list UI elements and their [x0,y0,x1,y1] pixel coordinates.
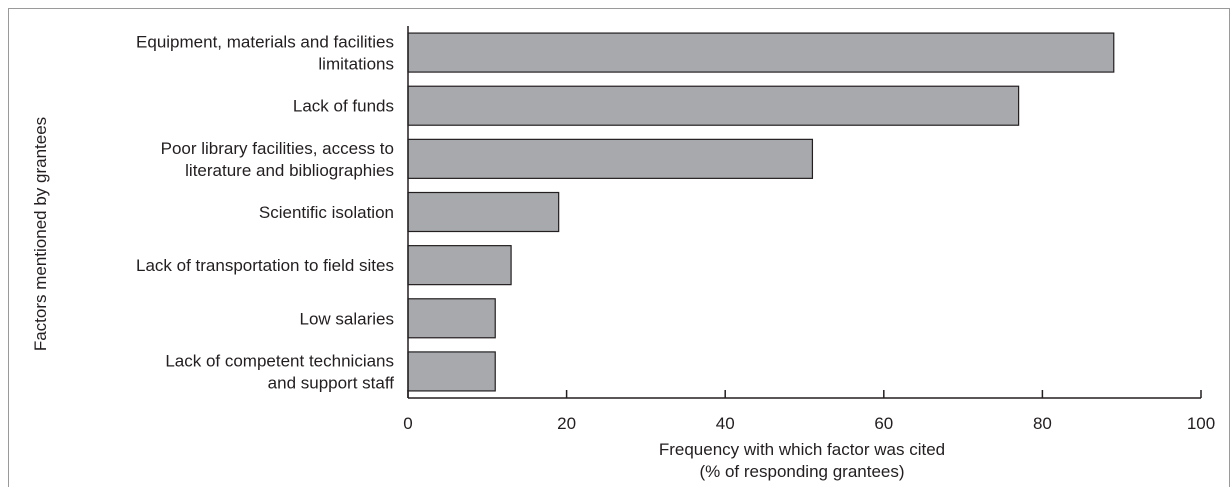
bar-5 [407,245,512,286]
category-label-6: Low salaries [300,309,395,328]
category-label-7: Lack of competent technicians and support… [165,351,394,392]
category-label-2: Lack of funds [293,97,394,116]
y-axis-title: Factors mentioned by grantees [31,117,50,351]
category-label-5: Lack of transportation to field sites [136,256,394,275]
x-tick-label-80: 80 [1033,414,1052,433]
bar-1 [407,32,1115,73]
x-tick-label-100: 100 [1187,414,1215,433]
bar-4 [407,191,560,233]
x-tick-label-40: 40 [716,414,735,433]
x-axis-title: Frequency with which factor was cited (% … [659,440,945,481]
bar-3 [407,138,814,179]
x-axis-ticks: 0 20 40 60 80 100 [403,390,1215,433]
x-tick-label-20: 20 [557,414,576,433]
category-label-3: Poor library facilities, access to litera… [161,139,394,180]
x-tick-label-60: 60 [874,414,893,433]
x-tick-label-0: 0 [403,414,412,433]
bars-layer [407,32,1115,392]
chart-frame [8,8,1230,487]
category-label-4: Scientific isolation [259,203,394,222]
category-labels: Equipment, materials and facilities limit… [136,33,394,393]
bar-6 [407,298,496,339]
bar-7 [407,351,496,392]
category-label-1: Equipment, materials and facilities limit… [136,33,394,74]
bar-2 [407,85,1020,126]
